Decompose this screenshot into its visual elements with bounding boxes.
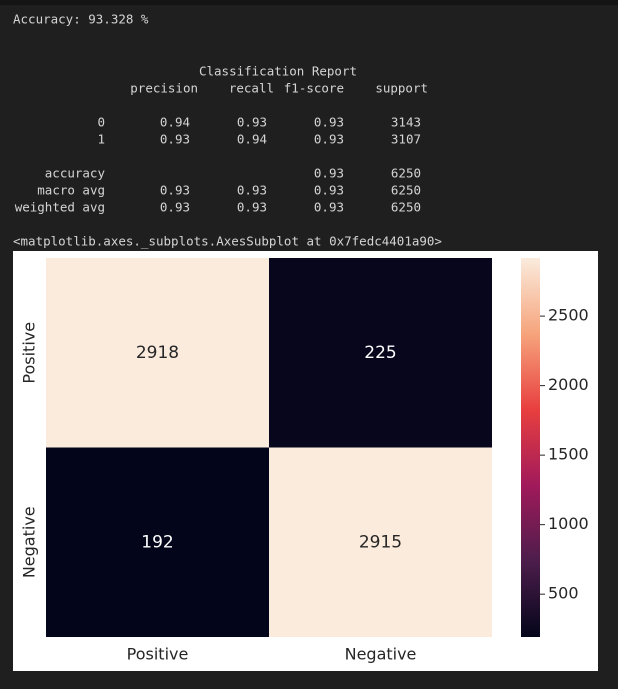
report-cell: 0.93 bbox=[237, 115, 267, 130]
report-cell: 0.93 bbox=[160, 183, 190, 198]
axes-repr: <matplotlib.axes._subplots.AxesSubplot a… bbox=[13, 234, 442, 249]
report-cell: 0.93 bbox=[314, 132, 344, 147]
report-cell: 3143 bbox=[391, 115, 421, 130]
colorbar-tick-label: 1500 bbox=[548, 445, 589, 464]
report-column-header: recall bbox=[229, 81, 274, 96]
accuracy-line: Accuracy: 93.328 % bbox=[13, 12, 149, 27]
report-row-label: macro avg bbox=[37, 183, 105, 198]
colorbar-tick-label: 2500 bbox=[548, 306, 589, 325]
report-cell: 6250 bbox=[391, 200, 421, 215]
report-row-label: weighted avg bbox=[15, 200, 105, 215]
y-tick-label: Positive bbox=[20, 322, 39, 384]
report-row-label: 0 bbox=[97, 115, 105, 130]
colorbar-tick-label: 500 bbox=[548, 584, 579, 603]
report-column-header: f1-score bbox=[284, 81, 344, 96]
y-tick-label: Negative bbox=[20, 506, 39, 578]
report-cell: 0.93 bbox=[160, 132, 190, 147]
report-cell: 0.93 bbox=[314, 166, 344, 181]
report-cell: 6250 bbox=[391, 183, 421, 198]
top-strip bbox=[0, 0, 618, 5]
cell-label: 192 bbox=[141, 532, 173, 552]
x-tick-label: Positive bbox=[127, 645, 189, 664]
colorbar bbox=[521, 258, 540, 637]
cell-label: 2918 bbox=[136, 343, 179, 363]
report-cell: 0.94 bbox=[160, 115, 190, 130]
cell-label: 225 bbox=[364, 343, 396, 363]
colorbar-tick-label: 1000 bbox=[548, 514, 589, 533]
report-row-label: 1 bbox=[97, 132, 105, 147]
heatmap-cell bbox=[46, 447, 269, 637]
colorbar-tick-label: 2000 bbox=[548, 375, 589, 394]
report-title: Classification Report bbox=[199, 64, 357, 79]
heatmap-cell bbox=[269, 447, 492, 637]
heatmap-cell bbox=[269, 258, 492, 448]
cell-label: 2915 bbox=[359, 532, 402, 552]
report-column-header: support bbox=[375, 81, 428, 96]
report-cell: 0.94 bbox=[237, 132, 267, 147]
report-cell: 3107 bbox=[391, 132, 421, 147]
report-cell: 0.93 bbox=[314, 183, 344, 198]
report-cell: 0.93 bbox=[314, 200, 344, 215]
report-cell: 0.93 bbox=[314, 115, 344, 130]
report-cell: 0.93 bbox=[237, 200, 267, 215]
report-cell: 6250 bbox=[391, 166, 421, 181]
x-tick-label: Negative bbox=[345, 645, 417, 664]
report-cell: 0.93 bbox=[237, 183, 267, 198]
report-column-header: precision bbox=[130, 81, 198, 96]
report-row-label: accuracy bbox=[45, 166, 106, 181]
report-cell: 0.93 bbox=[160, 200, 190, 215]
heatmap-cell bbox=[46, 258, 269, 448]
